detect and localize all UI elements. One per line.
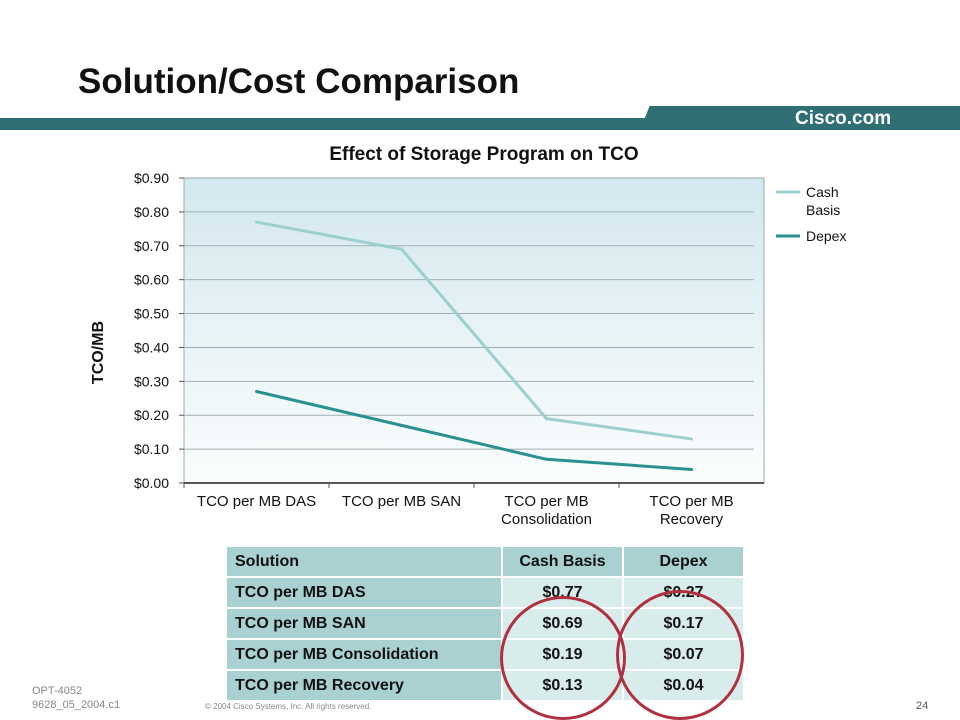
row-depex: $0.27 [623, 577, 744, 608]
y-tick-label: $0.40 [134, 339, 169, 355]
row-solution: TCO per MB DAS [226, 577, 502, 608]
y-tick-label: $0.30 [134, 373, 169, 389]
row-cash-basis: $0.77 [502, 577, 623, 608]
y-tick-label: $0.90 [134, 170, 169, 186]
y-tick-label: $0.50 [134, 306, 169, 322]
x-tick-label: TCO per MB SAN [342, 493, 461, 510]
brand-tab [640, 106, 960, 130]
x-tick-label: Consolidation [501, 511, 592, 528]
x-tick-label: TCO per MB [504, 493, 588, 510]
y-tick-label: $0.00 [134, 475, 169, 491]
row-cash-basis: $0.19 [502, 639, 623, 670]
y-tick-label: $0.70 [134, 238, 169, 254]
y-tick-label: $0.80 [134, 204, 169, 220]
x-tick-label: TCO per MB DAS [197, 493, 316, 510]
header-depex: Depex [623, 546, 744, 577]
data-point [255, 390, 258, 393]
row-depex: $0.07 [623, 639, 744, 670]
row-solution: TCO per MB Recovery [226, 670, 502, 701]
copyright-notice: © 2004 Cisco Systems, Inc. All rights re… [205, 702, 372, 711]
data-point [545, 457, 548, 461]
brand-logo: Cisco.com [795, 108, 892, 129]
data-point [255, 220, 258, 224]
header-solution: Solution [226, 546, 502, 577]
table-row: TCO per MB SAN $0.69 $0.17 [226, 608, 744, 639]
slide-title: Solution/Cost Comparison [78, 62, 520, 101]
document-id-line: 9628_05_2004.c1 [32, 699, 121, 711]
row-solution: TCO per MB SAN [226, 608, 502, 639]
header-cash-basis: Cash Basis [502, 546, 623, 577]
data-point [545, 417, 548, 421]
row-depex: $0.04 [623, 670, 744, 701]
legend-label: Basis [806, 202, 840, 218]
legend-label: Depex [806, 228, 846, 244]
chart-title: Effect of Storage Program on TCO [329, 144, 638, 165]
series-line [256, 390, 692, 471]
plot-area [183, 177, 765, 484]
row-cash-basis: $0.69 [502, 608, 623, 639]
row-solution: TCO per MB Consolidation [226, 639, 502, 670]
y-axis-label: TCO/MB [90, 321, 107, 384]
table-header-row: Solution Cash Basis Depex [226, 546, 744, 577]
data-point [400, 423, 403, 427]
document-id-line: OPT-4052 [32, 685, 83, 697]
data-point [400, 247, 403, 251]
document-id: OPT-4052 9628_05_2004.c1 [32, 684, 120, 712]
y-tick-label: $0.20 [134, 407, 169, 423]
data-point [690, 467, 693, 471]
page-number: 24 [916, 700, 929, 712]
tco-line-chart: $0.00 $0.10 $0.20 $0.30 $0.40 $0.50 $0.60 $0.70… [90, 144, 846, 528]
series-line [256, 220, 692, 441]
x-tick-label: TCO per MB [649, 493, 733, 510]
table-row: TCO per MB Consolidation $0.19 $0.07 [226, 639, 744, 670]
y-tick-label: $0.10 [134, 441, 169, 457]
table-row: TCO per MB DAS $0.77 $0.27 [226, 577, 744, 608]
x-tick-label: Recovery [660, 511, 724, 528]
y-tick-label: $0.60 [134, 272, 169, 288]
cost-comparison-table: Solution Cash Basis Depex TCO per MB DAS… [226, 546, 744, 701]
row-depex: $0.17 [623, 608, 744, 639]
table-row: TCO per MB Recovery $0.13 $0.04 [226, 670, 744, 701]
data-point [690, 437, 693, 441]
row-cash-basis: $0.13 [502, 670, 623, 701]
legend-label: Cash [806, 184, 839, 200]
